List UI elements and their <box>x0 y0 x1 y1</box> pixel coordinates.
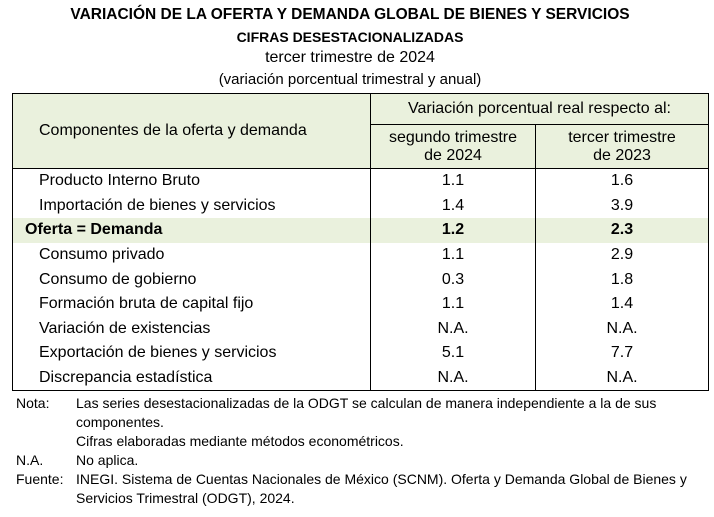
cell-value: 1.1 <box>370 291 536 317</box>
column-header: segundo trimestre de 2024 <box>370 124 536 169</box>
data-table: Componentes de la oferta y demanda Varia… <box>12 93 709 391</box>
table-row: Consumo privado 1.1 2.9 <box>13 242 709 268</box>
cell-value: 1.4 <box>535 291 709 317</box>
column-header-line: de 2023 <box>593 146 651 164</box>
subtitle: CIFRAS DESESTACIONALIZADAS <box>236 29 464 45</box>
table-row: Exportación de bienes y servicios 5.1 7.7 <box>13 341 709 366</box>
column-header-line: tercer trimestre <box>568 128 676 146</box>
row-label: Variación de existencias <box>39 319 211 337</box>
note-label <box>16 432 76 451</box>
cell-value: 5.1 <box>370 341 536 366</box>
row-label: Consumo de gobierno <box>39 270 197 288</box>
cell-value: 0.3 <box>370 267 536 292</box>
row-label: Discrepancia estadística <box>39 369 213 387</box>
note: Fuente: INEGI. Sistema de Cuentas Naciona… <box>16 470 706 508</box>
cell-value: N.A. <box>535 365 709 391</box>
cell-value: N.A. <box>370 365 536 391</box>
note-text: Las series desestacionalizadas de la ODG… <box>76 395 657 430</box>
notes: Nota: Las series desestacionalizadas de l… <box>16 394 706 508</box>
table-row: Formación bruta de capital fijo 1.1 1.4 <box>13 291 709 317</box>
note-text: Cifras elaboradas mediante métodos econo… <box>76 433 404 449</box>
table-row: Oferta = Demanda 1.2 2.3 <box>12 218 709 243</box>
table-row: Consumo de gobierno 0.3 1.8 <box>13 267 709 292</box>
table-row: Importación de bienes y servicios 1.4 3.9 <box>13 193 709 219</box>
unit: (variación porcentual trimestral y anual… <box>218 71 482 88</box>
cell-value: 1.1 <box>370 242 536 268</box>
period: tercer trimestre de 2024 <box>265 49 435 66</box>
cell-value: 1.8 <box>535 267 709 292</box>
column-header-line: segundo trimestre <box>388 128 518 146</box>
note-text: INEGI. Sistema de Cuentas Nacionales de … <box>76 471 687 506</box>
row-label: Formación bruta de capital fijo <box>39 295 254 313</box>
cell-value: 2.9 <box>535 242 709 268</box>
table-row: Discrepancia estadística N.A. N.A. <box>13 365 709 391</box>
row-label: Exportación de bienes y servicios <box>39 344 277 362</box>
cell-value: 7.7 <box>535 341 709 366</box>
row-label: Importación de bienes y servicios <box>39 196 276 214</box>
note: N.A. No aplica. <box>16 451 706 470</box>
note-label: N.A. <box>16 452 44 468</box>
note-text: No aplica. <box>76 452 139 468</box>
cell-value: 1.2 <box>370 218 536 243</box>
cell-value: 1.6 <box>535 168 709 194</box>
row-header: Componentes de la oferta y demanda <box>12 93 371 169</box>
column-header: tercer trimestre de 2023 <box>535 124 709 169</box>
cell-value: 3.9 <box>535 193 709 219</box>
cell-value: N.A. <box>370 316 536 342</box>
note-label: Fuente: <box>16 471 64 487</box>
title: VARIACIÓN DE LA OFERTA Y DEMANDA GLOBAL … <box>70 6 630 23</box>
note: Cifras elaboradas mediante métodos econo… <box>16 432 706 451</box>
cell-value: 2.3 <box>535 218 709 243</box>
column-header-line: de 2024 <box>424 146 482 164</box>
row-label: Producto Interno Bruto <box>39 172 200 190</box>
note-label: Nota: <box>16 395 50 411</box>
group-header: Variación porcentual real respecto al: <box>370 93 709 125</box>
cell-value: 1.1 <box>370 168 536 194</box>
table-row: Variación de existencias N.A. N.A. <box>13 316 709 342</box>
note: Nota: Las series desestacionalizadas de l… <box>16 394 706 432</box>
row-label: Oferta = Demanda <box>12 218 371 243</box>
row-label: Consumo privado <box>39 246 165 264</box>
cell-value: N.A. <box>535 316 709 342</box>
table-row: Producto Interno Bruto 1.1 1.6 <box>13 168 709 194</box>
cell-value: 1.4 <box>370 193 536 219</box>
